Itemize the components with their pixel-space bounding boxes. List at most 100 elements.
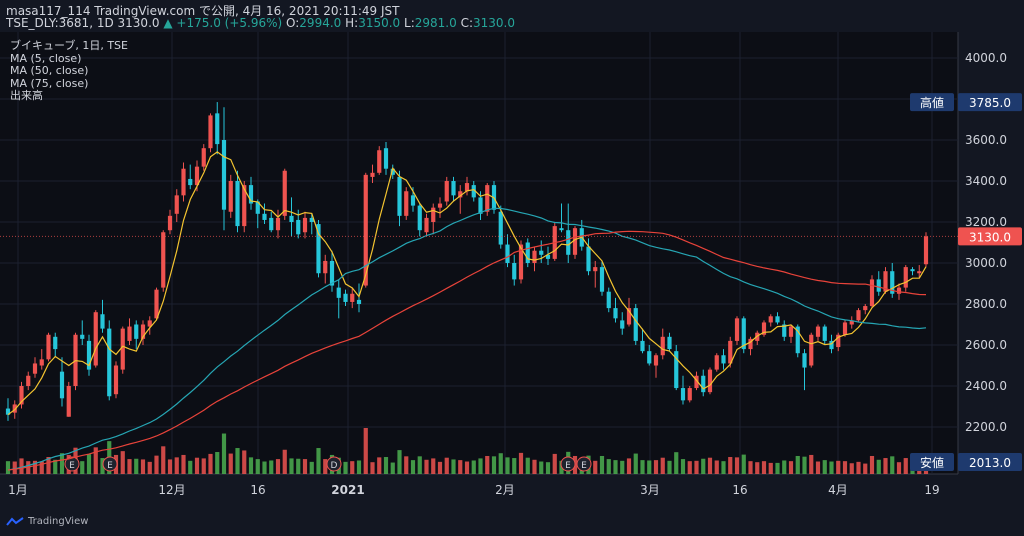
candle-body[interactable]	[532, 250, 537, 263]
candle-body[interactable]	[869, 279, 875, 307]
candle-body[interactable]	[194, 166, 200, 186]
candle-body[interactable]	[255, 201, 260, 214]
candle-body[interactable]	[761, 322, 767, 335]
candle-body[interactable]	[896, 287, 902, 294]
candle-body[interactable]	[377, 150, 382, 173]
candle-body[interactable]	[748, 338, 753, 350]
candle-body[interactable]	[19, 386, 24, 405]
candle-body[interactable]	[633, 308, 638, 341]
candle-body[interactable]	[903, 267, 908, 288]
candle-body[interactable]	[606, 291, 611, 309]
candle-body[interactable]	[714, 355, 719, 370]
candle-body[interactable]	[417, 205, 422, 231]
candle-body[interactable]	[390, 168, 395, 175]
candle-body[interactable]	[12, 404, 17, 413]
candle-body[interactable]	[397, 176, 402, 216]
candle-body[interactable]	[518, 244, 524, 280]
candle-body[interactable]	[836, 334, 841, 348]
candle-body[interactable]	[235, 181, 240, 227]
candle-body[interactable]	[26, 375, 31, 386]
candle-body[interactable]	[876, 279, 881, 292]
candle-body[interactable]	[917, 271, 922, 274]
candle-body[interactable]	[883, 271, 888, 292]
candle-body[interactable]	[444, 181, 449, 202]
candle-body[interactable]	[174, 195, 179, 214]
candle-body[interactable]	[188, 178, 193, 186]
candle-body[interactable]	[53, 336, 58, 350]
candle-body[interactable]	[221, 140, 227, 210]
candle-body[interactable]	[829, 340, 834, 350]
candle-body[interactable]	[5, 408, 11, 415]
candle-body[interactable]	[100, 314, 105, 329]
candle-body[interactable]	[802, 353, 807, 368]
candle-body[interactable]	[593, 267, 598, 272]
candle-body[interactable]	[505, 244, 510, 263]
candle-body[interactable]	[795, 326, 800, 354]
candle-body[interactable]	[741, 318, 746, 350]
candle-body[interactable]	[302, 217, 308, 233]
candle-body[interactable]	[154, 289, 159, 319]
candle-body[interactable]	[775, 316, 780, 323]
candle-body[interactable]	[208, 115, 213, 149]
candle-body[interactable]	[215, 113, 220, 145]
candle-body[interactable]	[113, 365, 119, 395]
event-marker-icon[interactable]	[326, 456, 342, 472]
candle-body[interactable]	[707, 369, 713, 393]
candle-body[interactable]	[410, 195, 416, 206]
candle-body[interactable]	[910, 269, 915, 272]
legend-ma75[interactable]: MA (75, close)	[10, 76, 89, 90]
author-name[interactable]: masa117_114	[6, 4, 91, 18]
tradingview-brand[interactable]: TradingView	[6, 516, 88, 527]
candle-body[interactable]	[545, 254, 551, 259]
candle-body[interactable]	[201, 148, 206, 167]
candle-body[interactable]	[289, 215, 294, 222]
event-marker-icon[interactable]	[576, 456, 592, 472]
candle-body[interactable]	[647, 351, 652, 364]
candle-body[interactable]	[701, 375, 706, 393]
event-marker-icon[interactable]	[64, 456, 80, 472]
candle-body[interactable]	[667, 336, 672, 350]
candle-body[interactable]	[107, 328, 112, 397]
candle-body[interactable]	[653, 355, 659, 366]
candle-body[interactable]	[768, 316, 773, 323]
candle-body[interactable]	[248, 185, 254, 204]
plot-area[interactable]	[0, 32, 958, 474]
candle-body[interactable]	[262, 213, 267, 220]
candle-body[interactable]	[161, 232, 166, 288]
candle-body[interactable]	[167, 215, 173, 231]
candle-body[interactable]	[464, 183, 470, 192]
legend-volume[interactable]: 出来高	[10, 89, 43, 102]
candle-body[interactable]	[680, 388, 686, 401]
symbol-name[interactable]: TSE_DLY:3681	[6, 16, 90, 30]
candle-body[interactable]	[512, 263, 517, 280]
candle-body[interactable]	[269, 217, 274, 231]
candle-body[interactable]	[863, 306, 868, 311]
candle-body[interactable]	[539, 250, 544, 255]
candle-body[interactable]	[370, 172, 375, 177]
candle-body[interactable]	[282, 170, 287, 216]
candle-body[interactable]	[613, 308, 618, 319]
candle-body[interactable]	[404, 191, 409, 216]
candle-body[interactable]	[856, 310, 861, 321]
candle-body[interactable]	[849, 320, 854, 325]
candle-body[interactable]	[478, 197, 483, 214]
candle-body[interactable]	[822, 326, 827, 341]
candle-body[interactable]	[890, 271, 895, 294]
candle-body[interactable]	[559, 228, 564, 231]
candle-body[interactable]	[599, 267, 605, 292]
candle-body[interactable]	[572, 228, 578, 255]
candle-body[interactable]	[640, 340, 645, 352]
candle-body[interactable]	[620, 320, 625, 329]
candle-body[interactable]	[228, 181, 233, 212]
candle-body[interactable]	[323, 260, 328, 274]
candle-body[interactable]	[471, 185, 476, 198]
candle-body[interactable]	[296, 219, 301, 235]
candle-body[interactable]	[93, 312, 98, 366]
legend-ma5[interactable]: MA (5, close)	[10, 51, 82, 65]
event-marker-icon[interactable]	[102, 456, 118, 472]
candle-body[interactable]	[343, 293, 348, 302]
candle-body[interactable]	[383, 148, 389, 169]
candle-body[interactable]	[242, 185, 247, 227]
candle-body[interactable]	[626, 308, 632, 325]
